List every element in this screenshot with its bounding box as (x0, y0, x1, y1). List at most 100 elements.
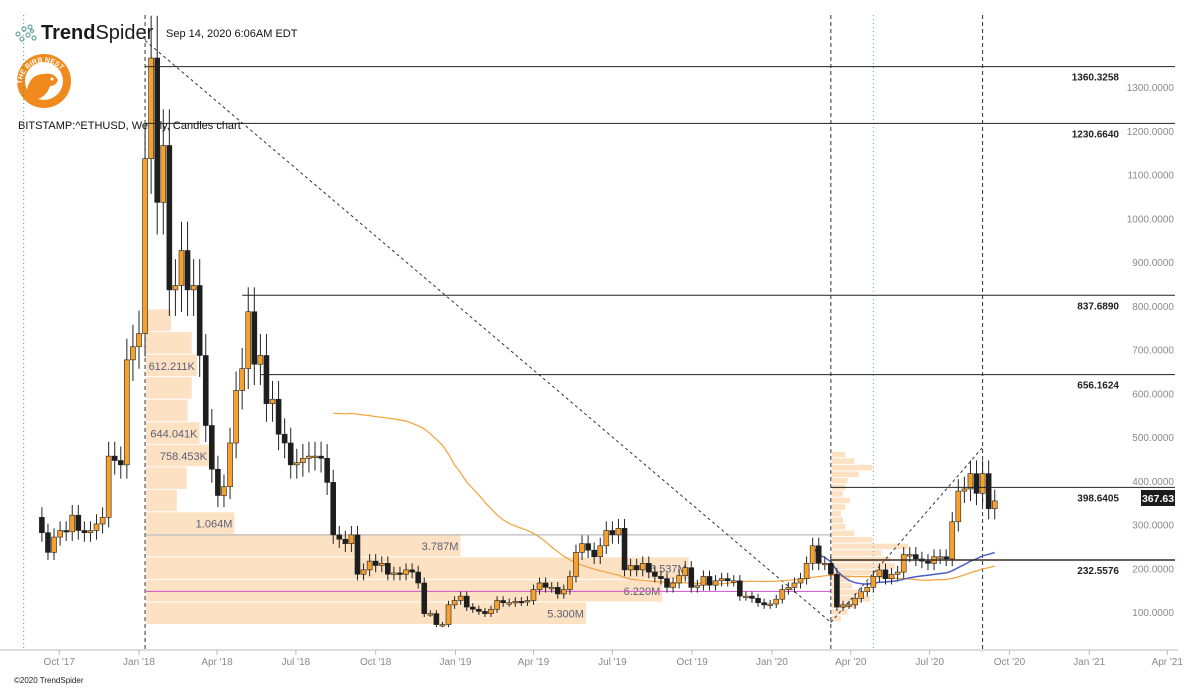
chart-title: BITSTAMP:^ETHUSD, Weekly, Candles chart (18, 120, 241, 132)
bear-candle (518, 601, 525, 604)
trendspider-logo: TrendSpider (15, 22, 154, 44)
volume-profile-row (146, 512, 235, 534)
brand-light: Spider (95, 22, 153, 44)
bear-candle (433, 613, 440, 625)
bull-candle (870, 576, 877, 588)
bear-candle (166, 145, 173, 291)
bear-candle (336, 534, 343, 540)
bull-candle (124, 359, 130, 466)
bear-candle (45, 532, 51, 553)
bull-candle (821, 563, 828, 566)
bear-candle (263, 355, 270, 404)
bull-candle (221, 486, 227, 496)
bull-candle (639, 563, 646, 571)
bull-candle (937, 556, 943, 559)
bull-candle (603, 530, 610, 547)
y-tick-label: 400.0000 (1132, 477, 1174, 488)
x-tick-label: Oct '19 (676, 657, 708, 668)
bull-candle (403, 569, 409, 575)
bull-candle (93, 523, 100, 531)
bull-candle (561, 589, 567, 595)
bull-candle (391, 572, 397, 575)
volume-profile-row (831, 550, 882, 556)
y-tick-label: 1100.0000 (1127, 171, 1174, 182)
volume-profile-row (831, 537, 873, 543)
bull-candle (57, 530, 63, 538)
footer-copyright: ©2020 TrendSpider (14, 676, 84, 685)
bull-candle (378, 563, 385, 566)
bull-candle (894, 571, 901, 575)
bull-candle (773, 598, 780, 605)
y-tick-label: 800.0000 (1132, 302, 1174, 313)
y-tick-label: 1200.0000 (1127, 127, 1175, 138)
volume-profile-row (831, 517, 844, 523)
price-level-label: 398.6405 (1077, 493, 1119, 504)
price-level-label: 837.6890 (1077, 301, 1119, 312)
bull-candle (785, 587, 792, 590)
volume-profile-label: 6.220M (624, 586, 661, 598)
bull-candle (366, 560, 373, 571)
bear-candle (554, 587, 561, 595)
bull-candle (488, 608, 494, 614)
volume-profile-row (831, 523, 846, 530)
volume-profile-row (831, 576, 850, 582)
bull-candle (676, 575, 682, 584)
bull-candle (767, 603, 773, 606)
bull-candle (864, 587, 871, 593)
bull-candle (670, 582, 676, 588)
volume-profile-row (146, 489, 177, 512)
bull-candle (105, 455, 112, 518)
brand-bold: Trend (41, 22, 95, 44)
bear-candle (111, 455, 118, 461)
bull-candle (348, 534, 355, 544)
volume-profile-row (146, 377, 192, 399)
trendline (830, 447, 983, 623)
bear-candle (330, 482, 337, 536)
bear-candle (621, 528, 628, 571)
bull-candle (579, 543, 585, 553)
bull-candle (718, 578, 725, 582)
y-tick-label: 600.0000 (1132, 389, 1174, 400)
bull-candle (494, 600, 500, 610)
bear-candle (354, 534, 361, 575)
bear-candle (202, 355, 209, 426)
volume-profile: 5.300M 6.220M 6.537M 3.787M 1.064M 758.453K 64… (146, 309, 909, 624)
volume-profile-row (831, 563, 895, 569)
bear-candle (925, 560, 931, 564)
axes: 100.0000 200.0000 300.0000 400.0000 500.0000… (0, 83, 1183, 668)
bull-candle (906, 554, 913, 557)
bull-candle (69, 514, 76, 533)
volume-profile-label: 3.787M (422, 541, 459, 553)
bull-candle (858, 591, 865, 599)
bear-candle (913, 554, 919, 560)
volume-profile-row (831, 569, 875, 576)
bull-candle (888, 573, 895, 579)
bear-candle (609, 530, 616, 536)
bear-candle (664, 578, 670, 588)
x-tick-label: Apr '21 (1152, 657, 1184, 668)
bull-candle (239, 368, 245, 391)
x-tick-label: Oct '17 (44, 657, 76, 668)
bear-candle (463, 595, 470, 608)
bull-candle (293, 462, 300, 466)
volume-profile-row (831, 478, 848, 484)
bear-candle (585, 543, 591, 551)
bear-candle (281, 433, 288, 444)
volume-profile-row (146, 309, 171, 332)
bull-candle (700, 576, 707, 586)
bull-candle (979, 473, 986, 494)
price-levels[interactable]: 1360.3258 1230.6640 837.6890 656.1624 398.64… (145, 66, 1175, 577)
bear-candle (469, 606, 476, 610)
price-level-label: 232.5576 (1077, 566, 1119, 577)
bull-candle (257, 355, 264, 365)
bear-candle (117, 460, 124, 466)
y-tick-label: 1300.0000 (1127, 83, 1175, 94)
x-tick-label: Jul '19 (598, 657, 627, 668)
bear-candle (645, 563, 652, 573)
volume-profile-row (831, 491, 844, 497)
bull-candle (172, 285, 179, 291)
timestamp: Sep 14, 2020 6:06AM EDT (166, 28, 298, 40)
volume-profile-row (146, 354, 197, 377)
bull-candle (712, 580, 719, 586)
